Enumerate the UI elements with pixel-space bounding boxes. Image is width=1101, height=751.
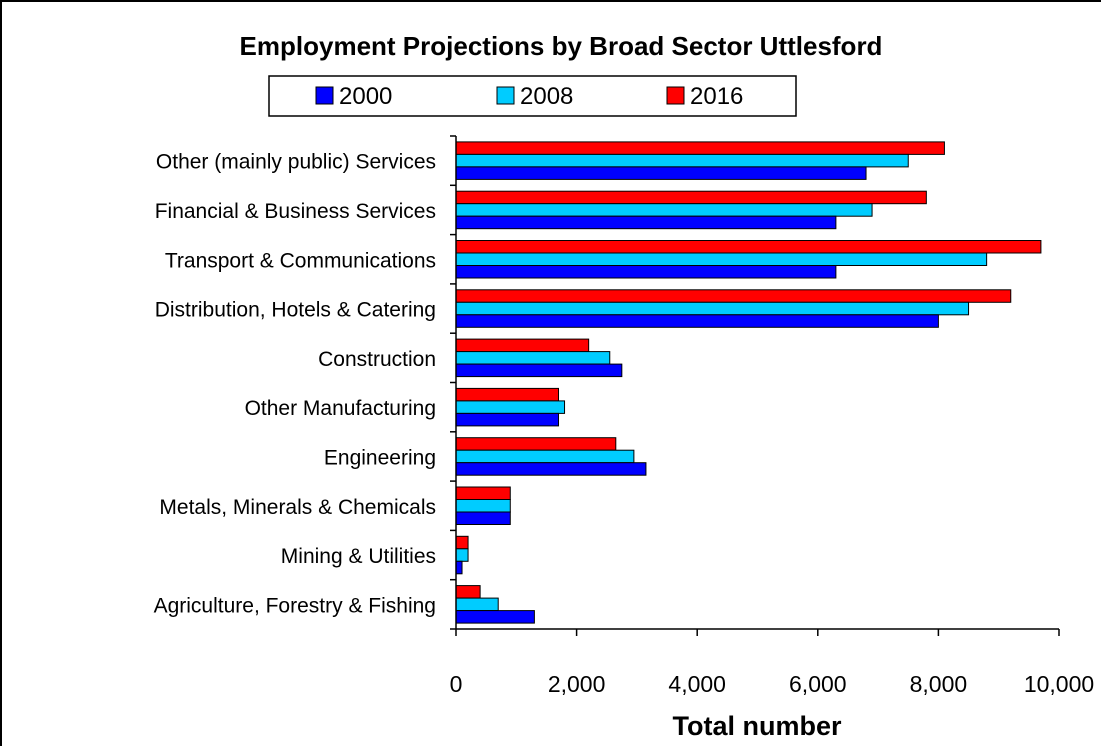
category-label: Financial & Business Services: [155, 200, 436, 223]
bar: [455, 437, 617, 451]
bar: [455, 486, 511, 500]
legend-box: [268, 75, 797, 117]
bar: [455, 462, 647, 476]
category-label: Other (mainly public) Services: [156, 151, 436, 174]
x-tick-label: 10,000: [1024, 671, 1094, 697]
category-labels: Other (mainly public) Services Financial …: [154, 151, 436, 618]
bar: [455, 400, 566, 414]
legend-swatch: [496, 86, 515, 105]
bar: [455, 499, 511, 513]
bar: [455, 166, 867, 180]
bar: [455, 511, 511, 525]
category-label: Engineering: [324, 446, 436, 469]
category-label: Distribution, Hotels & Catering: [155, 299, 436, 322]
bar: [455, 535, 469, 550]
axes: [450, 135, 1060, 636]
bar: [455, 190, 927, 205]
x-tick-labels: 0 2,000 4,000 6,000 8,000 10,000: [450, 671, 1095, 697]
bar: [455, 363, 623, 378]
bar: [455, 203, 873, 217]
bar: [455, 351, 611, 365]
bar: [455, 387, 560, 402]
bar: [455, 548, 469, 562]
bar: [455, 610, 535, 624]
bar: [455, 252, 988, 266]
category-label: Construction: [318, 348, 436, 371]
legend-label: 2008: [520, 83, 573, 110]
legend-label: 2016: [690, 83, 743, 110]
category-label: Transport & Communications: [165, 249, 436, 272]
legend-swatch: [315, 86, 334, 105]
chart-title: Employment Projections by Broad Sector U…: [240, 31, 883, 61]
category-label: Metals, Minerals & Chemicals: [159, 496, 436, 519]
bar: [455, 141, 945, 155]
bars: [455, 141, 1042, 624]
bar: [455, 265, 837, 279]
bar: [455, 153, 909, 168]
bar: [455, 338, 590, 353]
category-label: Other Manufacturing: [245, 397, 436, 420]
category-label: Mining & Utilities: [281, 545, 436, 568]
legend-label: 2000: [339, 83, 392, 110]
bar: [455, 314, 939, 328]
legend: 2000 2008 2016: [315, 83, 743, 110]
bar: [455, 560, 463, 575]
bar: [455, 585, 481, 599]
bar: [455, 215, 837, 230]
bar: [455, 597, 499, 612]
bar: [455, 301, 970, 316]
x-tick-label: 6,000: [789, 671, 847, 697]
x-tick-label: 4,000: [668, 671, 726, 697]
legend-swatch: [666, 86, 685, 105]
x-tick-label: 2,000: [548, 671, 606, 697]
bar: [455, 449, 635, 464]
x-tick-label: 0: [450, 671, 463, 697]
bar: [455, 289, 1012, 303]
category-label: Agriculture, Forestry & Fishing: [154, 594, 436, 617]
bar: [455, 240, 1042, 254]
x-axis-label: Total number: [672, 711, 841, 741]
bar: [455, 412, 560, 427]
x-tick-label: 8,000: [910, 671, 968, 697]
